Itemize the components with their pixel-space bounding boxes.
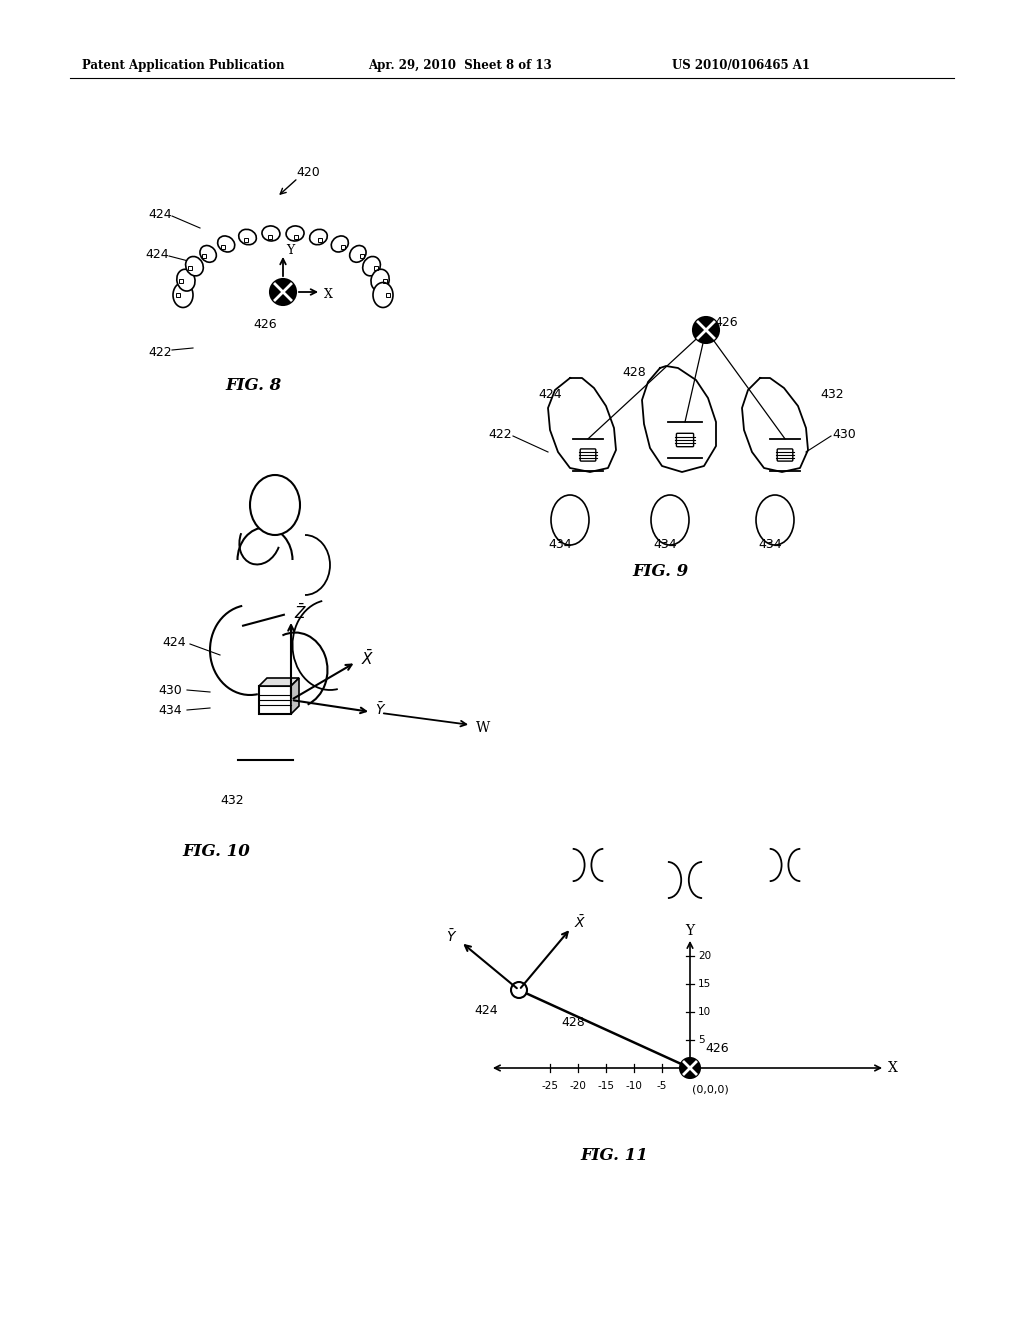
Text: 428: 428 xyxy=(561,1015,585,1028)
Ellipse shape xyxy=(551,495,589,545)
Ellipse shape xyxy=(362,256,380,276)
Bar xyxy=(188,265,193,269)
Ellipse shape xyxy=(239,230,256,244)
Polygon shape xyxy=(291,678,299,714)
Bar xyxy=(374,265,378,269)
Ellipse shape xyxy=(349,246,366,263)
Text: $\bar{X}$: $\bar{X}$ xyxy=(574,915,587,932)
Ellipse shape xyxy=(200,246,216,263)
Text: 15: 15 xyxy=(698,979,712,989)
Text: 434: 434 xyxy=(758,539,781,552)
Text: X: X xyxy=(888,1061,898,1074)
Bar xyxy=(259,686,291,714)
Text: 422: 422 xyxy=(148,346,172,359)
Bar xyxy=(341,244,345,248)
Bar xyxy=(221,244,225,248)
Text: 426: 426 xyxy=(705,1041,729,1055)
Bar xyxy=(294,235,298,239)
Text: (0,0,0): (0,0,0) xyxy=(692,1084,729,1094)
Text: $\bar{Y}$: $\bar{Y}$ xyxy=(445,928,457,945)
Circle shape xyxy=(680,1059,700,1078)
Text: 434: 434 xyxy=(653,539,677,552)
Ellipse shape xyxy=(177,269,195,290)
Text: 424: 424 xyxy=(145,248,169,261)
Text: 434: 434 xyxy=(548,539,571,552)
Text: 426: 426 xyxy=(714,315,737,329)
Text: 430: 430 xyxy=(158,684,181,697)
Text: Y: Y xyxy=(685,924,694,939)
Circle shape xyxy=(270,279,296,305)
Ellipse shape xyxy=(309,230,328,244)
Circle shape xyxy=(511,982,527,998)
Bar xyxy=(383,279,387,282)
Bar xyxy=(359,253,364,257)
Text: FIG. 9: FIG. 9 xyxy=(632,564,688,581)
Text: 434: 434 xyxy=(158,704,181,717)
Bar xyxy=(179,279,183,282)
Text: 10: 10 xyxy=(698,1007,711,1016)
Text: 424: 424 xyxy=(162,635,185,648)
FancyBboxPatch shape xyxy=(677,433,693,446)
Ellipse shape xyxy=(173,282,193,308)
Text: 432: 432 xyxy=(220,793,244,807)
Ellipse shape xyxy=(371,269,389,290)
Bar xyxy=(244,238,248,242)
Ellipse shape xyxy=(286,226,304,242)
Text: -25: -25 xyxy=(542,1081,558,1092)
Ellipse shape xyxy=(331,236,348,252)
Text: -10: -10 xyxy=(626,1081,642,1092)
Text: 20: 20 xyxy=(698,950,711,961)
Text: 428: 428 xyxy=(622,367,646,380)
Text: 424: 424 xyxy=(148,209,172,222)
FancyBboxPatch shape xyxy=(777,449,793,461)
Ellipse shape xyxy=(373,282,393,308)
Text: FIG. 10: FIG. 10 xyxy=(182,843,250,861)
Bar xyxy=(268,235,272,239)
Text: 420: 420 xyxy=(296,165,319,178)
Ellipse shape xyxy=(651,495,689,545)
Bar xyxy=(176,293,180,297)
Text: -5: -5 xyxy=(656,1081,668,1092)
Text: Patent Application Publication: Patent Application Publication xyxy=(82,58,285,71)
Polygon shape xyxy=(259,678,299,686)
Text: Y: Y xyxy=(286,243,294,256)
Text: 424: 424 xyxy=(474,1003,498,1016)
Text: FIG. 8: FIG. 8 xyxy=(225,376,282,393)
Text: -20: -20 xyxy=(569,1081,587,1092)
Ellipse shape xyxy=(185,256,204,276)
Text: -15: -15 xyxy=(597,1081,614,1092)
Ellipse shape xyxy=(250,475,300,535)
Ellipse shape xyxy=(218,236,234,252)
Ellipse shape xyxy=(262,226,280,242)
Bar xyxy=(386,293,390,297)
Text: X: X xyxy=(324,289,333,301)
Circle shape xyxy=(693,317,719,343)
Text: 422: 422 xyxy=(488,429,512,441)
Text: 5: 5 xyxy=(698,1035,705,1045)
Text: $\bar{Z}$: $\bar{Z}$ xyxy=(294,602,307,622)
Bar xyxy=(318,238,323,242)
Text: $\bar{Y}$: $\bar{Y}$ xyxy=(375,702,386,718)
Text: W: W xyxy=(476,721,490,735)
Ellipse shape xyxy=(756,495,794,545)
Text: US 2010/0106465 A1: US 2010/0106465 A1 xyxy=(672,58,810,71)
Text: FIG. 11: FIG. 11 xyxy=(580,1147,648,1163)
Bar xyxy=(203,253,207,257)
Text: $\bar{X}$: $\bar{X}$ xyxy=(361,648,375,668)
Text: 426: 426 xyxy=(253,318,276,331)
Text: 432: 432 xyxy=(820,388,844,401)
Text: 424: 424 xyxy=(538,388,561,401)
FancyBboxPatch shape xyxy=(581,449,596,461)
Text: 430: 430 xyxy=(831,429,856,441)
Text: Apr. 29, 2010  Sheet 8 of 13: Apr. 29, 2010 Sheet 8 of 13 xyxy=(368,58,552,71)
